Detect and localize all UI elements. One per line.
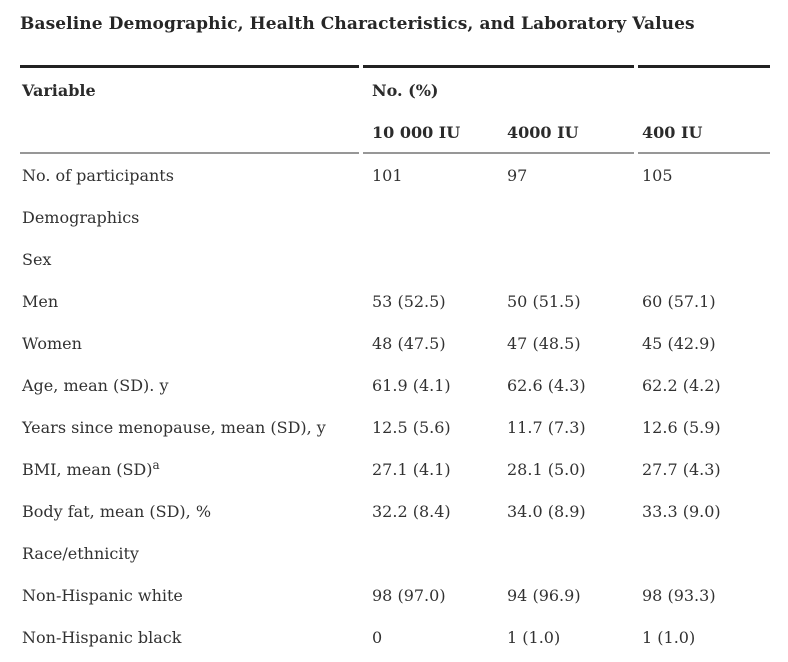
- row-value-400iu: 33.3 (9.0): [642, 501, 721, 521]
- column-header-10000iu: 10 000 IU: [372, 122, 461, 142]
- table-body: No. of participants 101 97 105 Demograph…: [20, 154, 770, 658]
- row-value-10000iu: 61.9 (4.1): [372, 375, 451, 395]
- row-label: No. of participants: [20, 166, 370, 185]
- row-label: Non-Hispanic white: [20, 586, 370, 605]
- row-label-text: Age, mean (SD). y: [22, 375, 169, 395]
- row-label: Sex: [20, 250, 370, 269]
- row-value-400iu: 62.2 (4.2): [642, 375, 721, 395]
- table-row: Demographics: [20, 196, 770, 238]
- row-label-text: Race/ethnicity: [22, 543, 139, 563]
- row-label: BMI, mean (SD)a: [20, 457, 370, 479]
- table-header-row: Variable No. (%): [20, 68, 770, 112]
- table-top-rule: [20, 65, 770, 68]
- row-value-4000iu: 94 (96.9): [507, 585, 581, 605]
- row-value-10000iu: 48 (47.5): [372, 333, 446, 353]
- table-row: BMI, mean (SD)a 27.1 (4.1) 28.1 (5.0) 27…: [20, 448, 770, 490]
- footnote-marker: a: [152, 457, 160, 472]
- column-group-header-no-pct: No. (%): [372, 80, 439, 100]
- row-label: Women: [20, 334, 370, 353]
- row-label-text: No. of participants: [22, 165, 174, 185]
- column-header-4000iu: 4000 IU: [507, 122, 579, 142]
- table-row: Age, mean (SD). y 61.9 (4.1) 62.6 (4.3) …: [20, 364, 770, 406]
- rule-segment: [20, 65, 359, 68]
- table-row: Body fat, mean (SD), % 32.2 (8.4) 34.0 (…: [20, 490, 770, 532]
- row-value-4000iu: 28.1 (5.0): [507, 459, 586, 479]
- table-row: Men 53 (52.5) 50 (51.5) 60 (57.1): [20, 280, 770, 322]
- row-label-text: Non-Hispanic black: [22, 627, 182, 647]
- row-value-4000iu: 11.7 (7.3): [507, 417, 586, 437]
- row-value-4000iu: 34.0 (8.9): [507, 501, 586, 521]
- row-value-400iu: 60 (57.1): [642, 291, 716, 311]
- table-row: Race/ethnicity: [20, 532, 770, 574]
- table-row: Non-Hispanic white 98 (97.0) 94 (96.9) 9…: [20, 574, 770, 616]
- row-value-400iu: 45 (42.9): [642, 333, 716, 353]
- row-label: Body fat, mean (SD), %: [20, 502, 370, 521]
- row-value-400iu: 98 (93.3): [642, 585, 716, 605]
- row-value-4000iu: 1 (1.0): [507, 627, 561, 647]
- column-header-variable: Variable: [22, 80, 96, 100]
- row-value-400iu: 105: [642, 165, 673, 185]
- table-title: Baseline Demographic, Health Characteris…: [20, 14, 695, 34]
- rule-segment: [363, 65, 634, 68]
- table-row: Sex: [20, 238, 770, 280]
- row-label: Years since menopause, mean (SD), y: [20, 418, 370, 437]
- row-label: Age, mean (SD). y: [20, 376, 370, 395]
- row-value-400iu: 1 (1.0): [642, 627, 696, 647]
- rule-segment: [363, 152, 634, 154]
- table-row: Years since menopause, mean (SD), y 12.5…: [20, 406, 770, 448]
- row-label-text: Women: [22, 333, 82, 353]
- rule-segment: [20, 152, 359, 154]
- table-row: No. of participants 101 97 105: [20, 154, 770, 196]
- row-label-text: Demographics: [22, 207, 140, 227]
- row-value-10000iu: 53 (52.5): [372, 291, 446, 311]
- row-label-text: BMI, mean (SD): [22, 459, 153, 479]
- row-value-400iu: 27.7 (4.3): [642, 459, 721, 479]
- table-subheader-row: 10 000 IU 4000 IU 400 IU: [20, 112, 770, 152]
- row-value-10000iu: 12.5 (5.6): [372, 417, 451, 437]
- row-label-text: Sex: [22, 249, 52, 269]
- row-value-10000iu: 98 (97.0): [372, 585, 446, 605]
- row-label-text: Years since menopause, mean (SD), y: [22, 417, 326, 437]
- row-value-4000iu: 62.6 (4.3): [507, 375, 586, 395]
- rule-segment: [638, 152, 770, 154]
- row-value-10000iu: 101: [372, 165, 403, 185]
- column-header-400iu: 400 IU: [642, 122, 703, 142]
- row-value-10000iu: 32.2 (8.4): [372, 501, 451, 521]
- row-label-text: Body fat, mean (SD), %: [22, 501, 212, 521]
- row-value-10000iu: 0: [372, 627, 383, 647]
- row-label: Non-Hispanic black: [20, 628, 370, 647]
- table-row: Non-Hispanic black 0 1 (1.0) 1 (1.0): [20, 616, 770, 658]
- row-value-4000iu: 47 (48.5): [507, 333, 581, 353]
- row-value-400iu: 12.6 (5.9): [642, 417, 721, 437]
- row-label: Demographics: [20, 208, 370, 227]
- row-label-text: Non-Hispanic white: [22, 585, 183, 605]
- table-row: Women 48 (47.5) 47 (48.5) 45 (42.9): [20, 322, 770, 364]
- row-label-text: Men: [22, 291, 59, 311]
- row-value-4000iu: 97: [507, 165, 528, 185]
- rule-segment: [638, 65, 770, 68]
- row-label: Race/ethnicity: [20, 544, 370, 563]
- row-value-4000iu: 50 (51.5): [507, 291, 581, 311]
- row-value-10000iu: 27.1 (4.1): [372, 459, 451, 479]
- table-header-divider-rule: [20, 152, 770, 154]
- row-label: Men: [20, 292, 370, 311]
